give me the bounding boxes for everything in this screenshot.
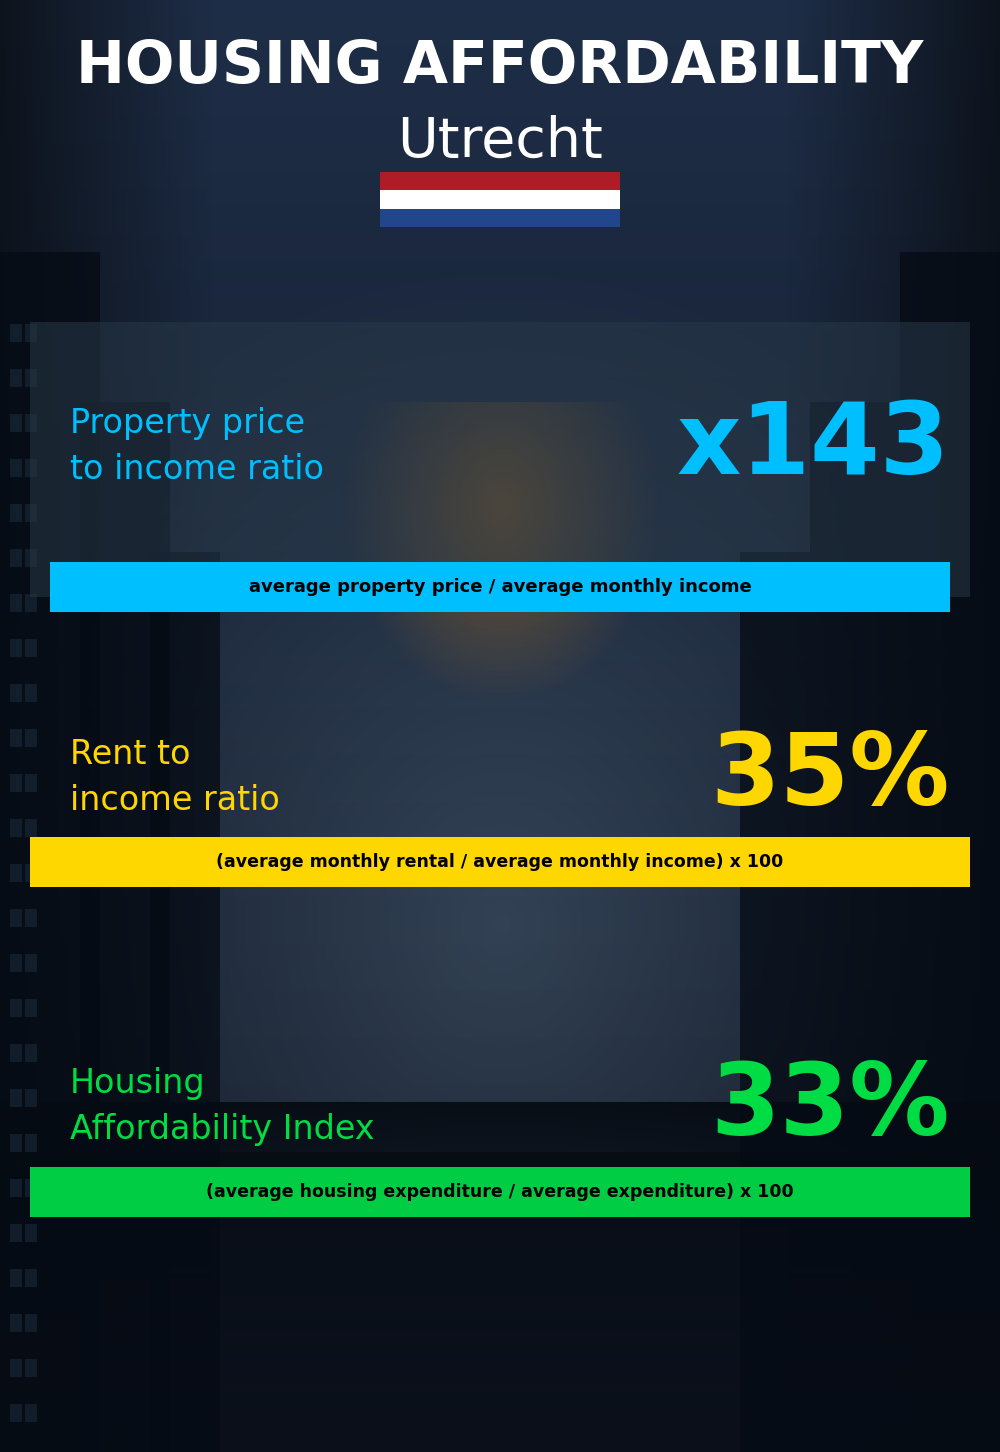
Bar: [10, 324, 22, 343]
Bar: [10, 1269, 22, 1286]
Text: 35%: 35%: [711, 729, 950, 826]
Bar: [25, 999, 37, 1016]
Bar: [25, 1089, 37, 1106]
Bar: [50, 562, 950, 611]
Text: (average housing expenditure / average expenditure) x 100: (average housing expenditure / average e…: [206, 1183, 794, 1201]
Bar: [25, 729, 37, 746]
Bar: [25, 414, 37, 433]
Bar: [10, 549, 22, 566]
Bar: [25, 1269, 37, 1286]
Bar: [10, 504, 22, 523]
Bar: [25, 819, 37, 836]
Bar: [380, 171, 620, 190]
Bar: [10, 1179, 22, 1196]
Bar: [10, 1359, 22, 1376]
Text: Housing
Affordability Index: Housing Affordability Index: [70, 1067, 374, 1147]
Bar: [25, 594, 37, 611]
Bar: [150, 552, 220, 1452]
Bar: [25, 324, 37, 343]
Text: Property price
to income ratio: Property price to income ratio: [70, 408, 324, 486]
Bar: [10, 774, 22, 791]
Bar: [25, 684, 37, 701]
Bar: [25, 1314, 37, 1331]
Bar: [10, 459, 22, 478]
Bar: [25, 954, 37, 971]
Text: 33%: 33%: [711, 1059, 950, 1156]
Bar: [25, 1179, 37, 1196]
Text: (average monthly rental / average monthly income) x 100: (average monthly rental / average monthl…: [216, 852, 784, 871]
Text: average property price / average monthly income: average property price / average monthly…: [249, 578, 751, 595]
Bar: [380, 209, 620, 227]
Bar: [10, 369, 22, 388]
Text: HOUSING AFFORDABILITY: HOUSING AFFORDABILITY: [76, 39, 924, 96]
Bar: [10, 1134, 22, 1151]
Bar: [25, 909, 37, 926]
Bar: [10, 1404, 22, 1422]
Bar: [25, 639, 37, 656]
Bar: [30, 1167, 970, 1217]
Bar: [10, 999, 22, 1016]
Text: Rent to
income ratio: Rent to income ratio: [70, 738, 280, 816]
Bar: [10, 864, 22, 881]
Bar: [10, 729, 22, 746]
Bar: [10, 1224, 22, 1241]
Bar: [25, 1359, 37, 1376]
Bar: [10, 1044, 22, 1061]
Bar: [25, 1134, 37, 1151]
Bar: [25, 459, 37, 478]
Bar: [10, 819, 22, 836]
Bar: [25, 1404, 37, 1422]
Bar: [10, 684, 22, 701]
Bar: [25, 774, 37, 791]
Bar: [900, 253, 1000, 1452]
Bar: [740, 552, 810, 1452]
Bar: [10, 909, 22, 926]
Bar: [0, 253, 100, 1452]
Bar: [810, 402, 900, 1452]
Bar: [80, 402, 170, 1452]
Bar: [25, 1044, 37, 1061]
Bar: [10, 954, 22, 971]
Bar: [10, 594, 22, 611]
Bar: [30, 322, 970, 597]
Bar: [10, 1089, 22, 1106]
Bar: [10, 639, 22, 656]
Text: Utrecht: Utrecht: [397, 115, 603, 168]
Bar: [25, 1224, 37, 1241]
Bar: [10, 414, 22, 433]
Bar: [30, 836, 970, 887]
Bar: [10, 1314, 22, 1331]
Bar: [25, 864, 37, 881]
Text: x143: x143: [677, 398, 950, 495]
Bar: [25, 369, 37, 388]
Bar: [25, 549, 37, 566]
Bar: [380, 190, 620, 209]
Bar: [25, 504, 37, 523]
